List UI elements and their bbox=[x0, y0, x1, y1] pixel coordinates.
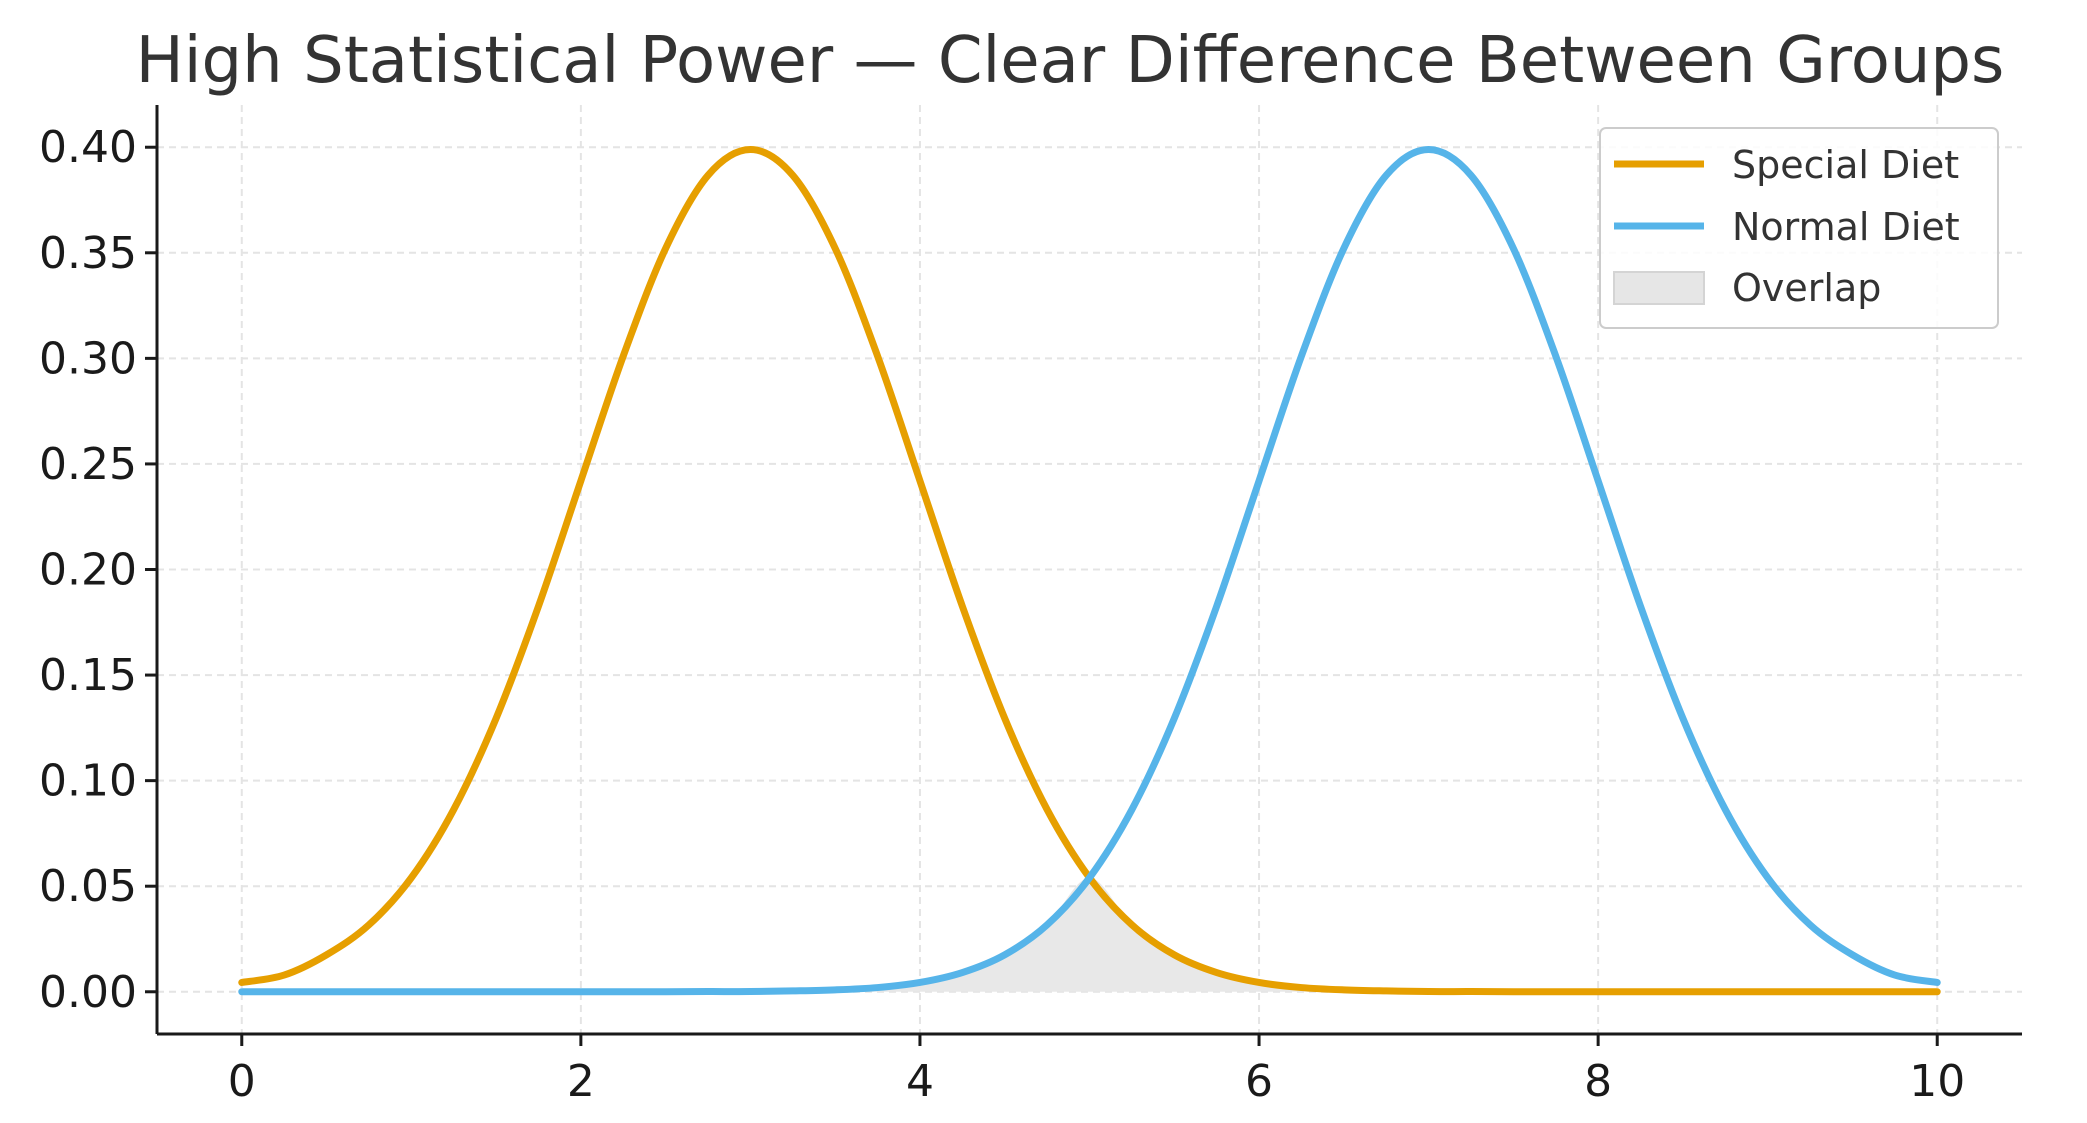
legend-label-special-diet: Special Diet bbox=[1732, 143, 1959, 187]
chart-title: High Statistical Power — Clear Differenc… bbox=[136, 24, 2005, 98]
y-tick-label: 0.00 bbox=[39, 967, 137, 1018]
legend-swatch-overlap bbox=[1613, 271, 1705, 305]
x-tick-label: 0 bbox=[228, 1056, 256, 1107]
legend-label-normal-diet: Normal Diet bbox=[1732, 205, 1960, 249]
y-tick-label: 0.30 bbox=[39, 333, 137, 384]
y-tick-label: 0.10 bbox=[39, 756, 137, 807]
y-tick-label: 0.25 bbox=[39, 439, 137, 490]
legend: Special Diet Normal Diet Overlap bbox=[1599, 127, 1999, 329]
x-tick-label: 10 bbox=[1909, 1056, 1965, 1107]
x-tick-label: 8 bbox=[1584, 1056, 1612, 1107]
series-line-normal-diet bbox=[238, 146, 1941, 996]
y-tick-label: 0.35 bbox=[39, 228, 137, 279]
y-tick-label: 0.40 bbox=[39, 122, 137, 173]
axes-layer: 0 2 4 6 8 10 0.00 0.05 0.10 0.15 0.20 0.25 0.30 0.35 0… bbox=[39, 105, 2022, 1107]
y-tick-label: 0.20 bbox=[39, 545, 137, 596]
y-tick-label: 0.05 bbox=[39, 861, 137, 912]
x-tick-label: 6 bbox=[1245, 1056, 1273, 1107]
overlap-layer bbox=[241, 877, 1938, 992]
x-tick-label: 2 bbox=[567, 1056, 595, 1107]
series-layer bbox=[238, 146, 1941, 996]
x-tick-label: 4 bbox=[906, 1056, 934, 1107]
series-line-special-diet bbox=[238, 146, 1941, 996]
overlap-area bbox=[241, 877, 1938, 992]
legend-label-overlap: Overlap bbox=[1732, 266, 1881, 310]
y-tick-label: 0.15 bbox=[39, 650, 137, 701]
